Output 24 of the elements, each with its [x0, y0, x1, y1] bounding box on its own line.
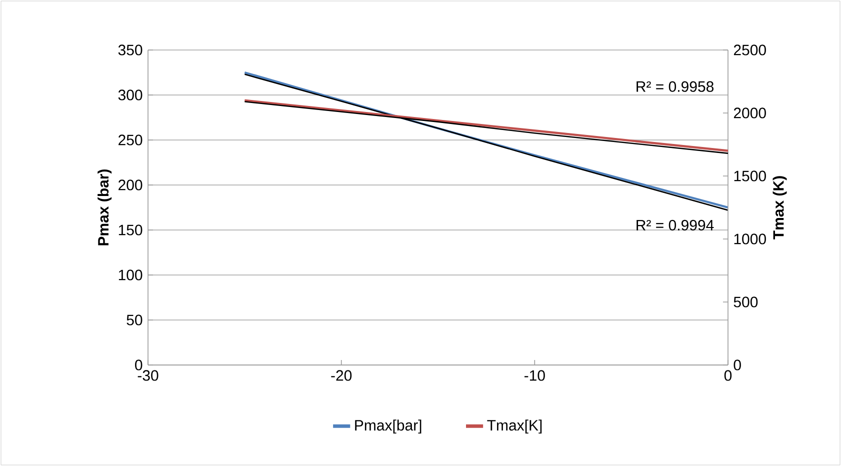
y-tick-label: 300 [118, 90, 142, 100]
y2-tick-label: 0 [734, 360, 741, 370]
legend-label: Pmax[bar] [355, 420, 422, 434]
x-tick-label: -10 [524, 370, 545, 381]
y2-tick-label: 500 [734, 296, 758, 308]
x-tick-label: 0 [724, 370, 732, 381]
y2-tick-label: 2000 [734, 108, 766, 118]
y-tick-label: 50 [126, 314, 142, 326]
x-tick-label: -30 [138, 370, 158, 381]
annotation: R² = 0.9958 [636, 81, 714, 92]
legend-label: Tmax[K] [487, 420, 542, 434]
y-tick-label: 0 [135, 360, 142, 370]
y-tick-label: 150 [118, 224, 142, 236]
y-tick-label: 250 [118, 134, 142, 146]
y-tick-label: 200 [118, 180, 142, 190]
y-tick-label: 100 [118, 270, 142, 280]
x-tick-label: -20 [331, 370, 352, 381]
y2-tick-label: 2500 [734, 44, 766, 56]
annotation: R² = 0.9994 [636, 220, 714, 230]
y2-tick-label: 1000 [734, 234, 766, 244]
y-axis-title: Pmax (bar) [98, 169, 112, 246]
y2-tick-label: 1500 [734, 170, 766, 182]
y2-axis-title: Tmax (K) [772, 176, 787, 240]
y-tick-label: 350 [118, 44, 142, 56]
